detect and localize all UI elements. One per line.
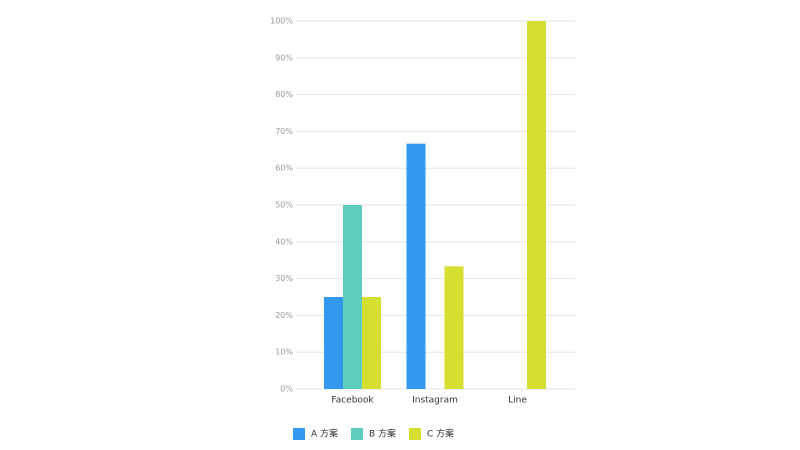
y-tick-label: 20% [275,311,293,320]
y-tick-label: 0% [280,385,293,394]
y-tick-label: 100% [270,17,293,26]
y-tick-label: 10% [275,348,293,357]
x-tick-label: Facebook [331,396,374,406]
bar [343,205,362,389]
y-tick-label: 30% [275,274,293,283]
y-tick-label: 60% [275,164,293,173]
legend-swatch [293,428,305,440]
legend-label: A 方案 [311,428,338,440]
y-tick-label: 80% [275,90,293,99]
bar [406,143,426,389]
x-tick-label: Instagram [412,396,458,406]
legend-label: B 方案 [369,428,396,440]
bar [324,297,343,389]
bar [527,21,546,389]
y-tick-label: 50% [275,201,293,210]
y-tick-label: 40% [275,237,293,246]
bar [444,266,464,389]
legend-label: C 方案 [427,428,454,440]
y-tick-label: 70% [275,127,293,136]
x-tick-label: Line [508,396,527,406]
legend-swatch [409,428,421,440]
y-tick-label: 90% [275,53,293,62]
bar [362,297,381,389]
legend-swatch [351,428,363,440]
